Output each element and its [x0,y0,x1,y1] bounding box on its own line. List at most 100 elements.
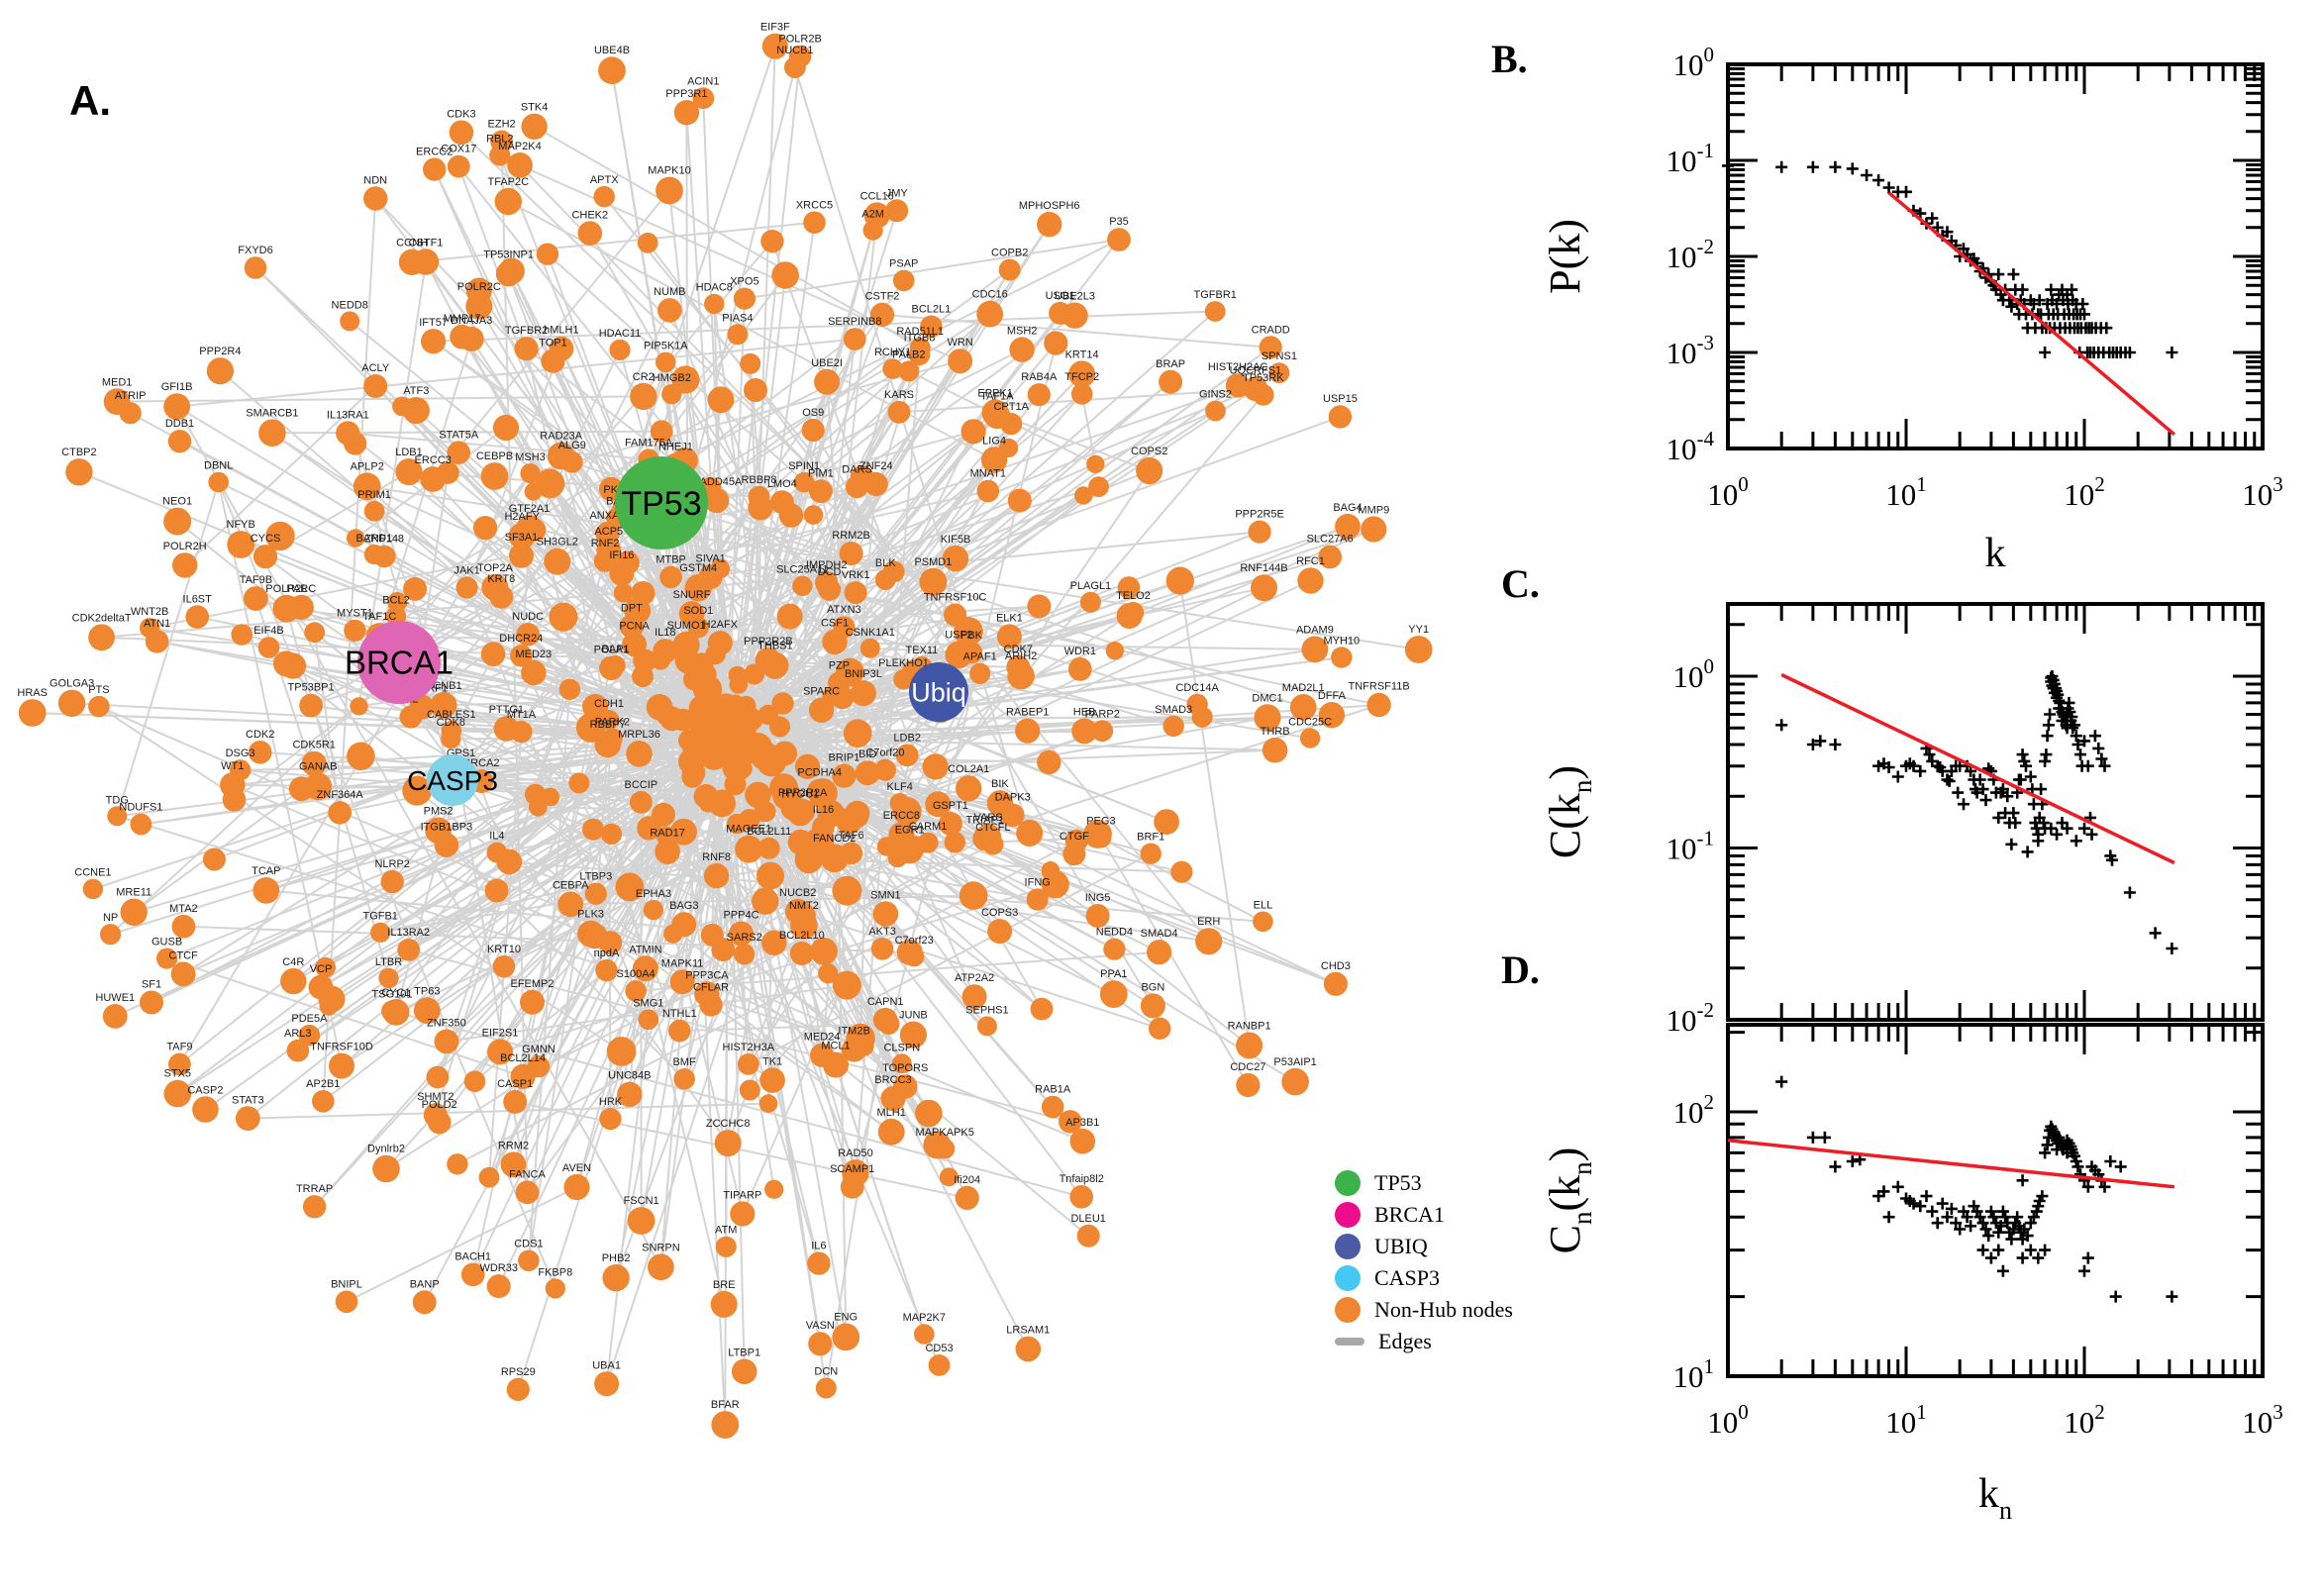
svg-text:NUMB: NUMB [654,286,685,298]
svg-text:CSF1: CSF1 [821,618,849,630]
svg-text:102: 102 [2064,1400,2105,1440]
svg-text:ACP5: ACP5 [594,526,623,538]
svg-text:PPP2R2B: PPP2R2B [744,636,793,648]
svg-text:PTTG1: PTTG1 [489,704,524,716]
svg-text:PIAS4: PIAS4 [722,312,753,324]
svg-text:npdA: npdA [594,948,620,959]
svg-text:FSCN1: FSCN1 [624,1195,659,1207]
svg-text:ARL3: ARL3 [284,1028,312,1040]
svg-text:STX5: STX5 [164,1068,192,1080]
svg-text:BGN: BGN [1141,981,1164,993]
svg-text:100: 100 [1707,1400,1749,1440]
svg-text:SHMT2: SHMT2 [417,1091,454,1103]
svg-text:ERCC8: ERCC8 [883,810,920,822]
svg-text:ATF3: ATF3 [403,385,429,397]
svg-text:PPP2R2A: PPP2R2A [778,787,828,799]
svg-text:NTHL1: NTHL1 [662,1008,697,1020]
svg-text:IL13RA2: IL13RA2 [387,927,430,939]
svg-text:OS9: OS9 [802,407,824,419]
svg-text:RBBP7: RBBP7 [590,719,626,731]
svg-text:TSG101: TSG101 [372,989,413,1001]
svg-text:10-1: 10-1 [1666,139,1715,178]
svg-text:IL6: IL6 [811,1240,826,1251]
svg-text:10-4: 10-4 [1666,427,1715,466]
svg-text:HRK: HRK [599,1096,623,1108]
svg-text:DHCR24: DHCR24 [499,633,543,645]
svg-text:DBNL: DBNL [204,460,233,472]
scatter-points-B [1722,159,2178,358]
panel-a-label: A. [69,77,111,124]
svg-text:MAPKAPK5: MAPKAPK5 [916,1127,974,1139]
svg-text:CTCFL: CTCFL [975,822,1010,834]
svg-text:101: 101 [1885,472,1927,512]
svg-text:MAP2K4: MAP2K4 [498,141,541,152]
svg-text:PLK3: PLK3 [577,909,604,921]
svg-text:103: 103 [2242,472,2283,512]
svg-text:ITGB1BP3: ITGB1BP3 [421,821,473,833]
svg-text:PIP5K1A: PIP5K1A [644,341,688,352]
svg-text:TNFRSF10D: TNFRSF10D [310,1042,373,1053]
svg-text:CCNE1: CCNE1 [74,867,111,879]
svg-text:APLP2: APLP2 [351,460,384,472]
svg-text:101: 101 [1885,1400,1927,1440]
svg-text:SNURF: SNURF [673,589,711,601]
svg-text:LDB1: LDB1 [395,447,423,458]
svg-text:MAPK11: MAPK11 [661,957,704,969]
svg-text:ALG9: ALG9 [558,440,586,451]
svg-text:BRE: BRE [713,1279,736,1291]
svg-text:LTBR: LTBR [375,956,402,968]
svg-text:10-1: 10-1 [1666,827,1715,866]
svg-text:102: 102 [2064,472,2105,512]
svg-text:KIF5B: KIF5B [941,534,971,546]
svg-text:AVEN: AVEN [562,1162,591,1174]
svg-text:STAT3: STAT3 [232,1094,264,1106]
svg-text:BAG4: BAG4 [1333,502,1362,514]
svg-text:RFC1: RFC1 [1296,555,1325,567]
svg-text:ZNF148: ZNF148 [364,534,404,546]
svg-text:POLR2B: POLR2B [778,34,821,46]
svg-text:RCHY1: RCHY1 [874,347,911,358]
svg-text:TRIAP1: TRIAP1 [965,815,1004,827]
svg-text:PEG3: PEG3 [1086,815,1115,827]
svg-text:S100A4: S100A4 [617,968,656,980]
svg-text:NDN: NDN [363,174,387,186]
svg-text:WNT2B: WNT2B [131,606,169,618]
svg-text:PLAGL1: PLAGL1 [1070,580,1112,592]
svg-text:TK1: TK1 [762,1055,782,1067]
y-axis-title-C: C(kn) [1541,765,1597,858]
svg-text:GSTM4: GSTM4 [679,562,717,574]
svg-text:MTA2: MTA2 [169,903,198,915]
svg-text:H2AFY: H2AFY [504,511,540,523]
svg-text:BCL2L11: BCL2L11 [747,826,791,838]
svg-text:BANP: BANP [410,1278,440,1290]
svg-text:GSPT1: GSPT1 [933,800,968,812]
svg-text:MCL1: MCL1 [821,1041,850,1052]
axis-ticks-B [1726,62,2265,450]
svg-text:BRF1: BRF1 [1137,832,1164,844]
svg-text:RNF2: RNF2 [591,538,620,549]
svg-text:RNF144B: RNF144B [1240,562,1287,574]
svg-text:RNF8: RNF8 [702,851,731,863]
svg-text:SNRPN: SNRPN [642,1242,680,1253]
svg-text:SIVA1: SIVA1 [695,553,725,565]
svg-text:ELL: ELL [1254,900,1273,912]
svg-text:MSH3: MSH3 [515,451,546,463]
svg-text:UBE4B: UBE4B [594,45,630,56]
svg-text:SEPHS1: SEPHS1 [965,1004,1008,1016]
svg-text:PLEKHO1: PLEKHO1 [878,657,929,669]
svg-text:SF1: SF1 [142,979,161,991]
svg-text:GOLGA3: GOLGA3 [50,678,94,690]
svg-text:WDR1: WDR1 [1064,646,1096,657]
svg-text:CDK2: CDK2 [246,729,274,741]
svg-text:MAD2L1: MAD2L1 [1282,682,1325,694]
svg-text:CEBPA: CEBPA [553,879,589,891]
svg-text:SCAMP1: SCAMP1 [830,1163,874,1175]
svg-text:RAD17: RAD17 [650,827,684,839]
svg-text:PTS: PTS [88,684,109,696]
svg-text:SOD1: SOD1 [683,605,713,617]
scatter-points-D [1775,1075,2178,1303]
svg-text:100: 100 [1673,43,1715,82]
svg-text:TOP2A: TOP2A [477,562,514,574]
svg-text:BACH1: BACH1 [454,1251,491,1263]
svg-text:LTBP1: LTBP1 [728,1347,760,1359]
